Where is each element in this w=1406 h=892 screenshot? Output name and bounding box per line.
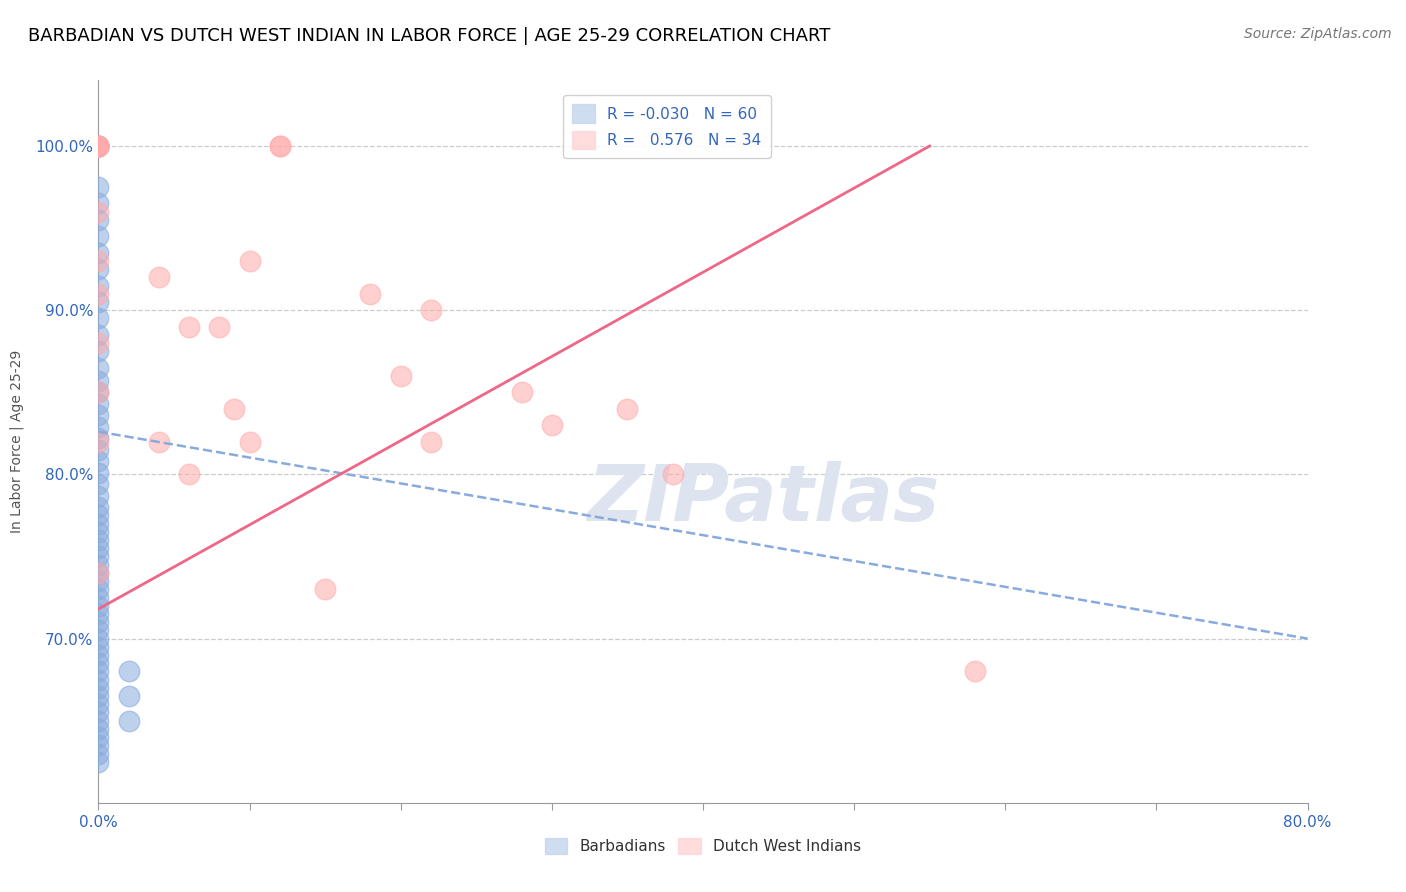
- Point: [87, 434, 110, 449]
- Point: [87, 632, 110, 646]
- Point: [87, 253, 110, 268]
- Point: [965, 665, 987, 679]
- Point: [87, 139, 110, 153]
- Point: [224, 401, 246, 416]
- Point: [87, 516, 110, 531]
- Point: [87, 558, 110, 572]
- Point: [118, 665, 141, 679]
- Point: [389, 368, 412, 383]
- Point: [239, 253, 262, 268]
- Point: [208, 319, 231, 334]
- Point: [87, 755, 110, 769]
- Point: [87, 374, 110, 388]
- Point: [87, 747, 110, 761]
- Point: [87, 722, 110, 736]
- Point: [87, 541, 110, 556]
- Point: [148, 434, 170, 449]
- Point: [87, 533, 110, 547]
- Point: [87, 698, 110, 712]
- Point: [87, 730, 110, 744]
- Point: [87, 344, 110, 359]
- Point: [314, 582, 336, 597]
- Point: [148, 270, 170, 285]
- Point: [118, 689, 141, 703]
- Point: [87, 262, 110, 277]
- Point: [87, 245, 110, 260]
- Point: [661, 467, 683, 482]
- Point: [420, 434, 443, 449]
- Point: [87, 212, 110, 227]
- Text: Source: ZipAtlas.com: Source: ZipAtlas.com: [1244, 27, 1392, 41]
- Point: [87, 139, 110, 153]
- Point: [87, 419, 110, 434]
- Point: [87, 739, 110, 753]
- Point: [87, 500, 110, 515]
- Point: [87, 229, 110, 244]
- Point: [87, 657, 110, 671]
- Point: [87, 454, 110, 468]
- Point: [87, 336, 110, 351]
- Point: [87, 204, 110, 219]
- Point: [87, 286, 110, 301]
- Point: [87, 139, 110, 153]
- Point: [87, 466, 110, 480]
- Point: [420, 303, 443, 318]
- Point: [87, 360, 110, 375]
- Point: [87, 624, 110, 638]
- Point: [87, 689, 110, 703]
- Point: [87, 397, 110, 411]
- Point: [87, 196, 110, 211]
- Point: [179, 467, 201, 482]
- Point: [87, 180, 110, 194]
- Point: [87, 489, 110, 503]
- Text: ZIPatlas: ZIPatlas: [588, 461, 939, 537]
- Point: [540, 418, 562, 433]
- Point: [360, 286, 382, 301]
- Point: [87, 385, 110, 400]
- Point: [510, 385, 533, 400]
- Point: [87, 607, 110, 621]
- Point: [87, 549, 110, 564]
- Point: [87, 508, 110, 523]
- Point: [87, 640, 110, 654]
- Point: [87, 139, 110, 153]
- Point: [269, 139, 291, 153]
- Point: [179, 319, 201, 334]
- Point: [87, 566, 110, 580]
- Point: [87, 566, 110, 580]
- Point: [87, 311, 110, 326]
- Point: [87, 477, 110, 491]
- Point: [87, 139, 110, 153]
- Point: [87, 582, 110, 597]
- Point: [239, 434, 262, 449]
- Point: [87, 327, 110, 342]
- Point: [87, 615, 110, 630]
- Point: [87, 295, 110, 310]
- Point: [87, 442, 110, 457]
- Point: [87, 139, 110, 153]
- Point: [87, 714, 110, 728]
- Point: [87, 385, 110, 400]
- Point: [87, 139, 110, 153]
- Point: [87, 524, 110, 539]
- Y-axis label: In Labor Force | Age 25-29: In Labor Force | Age 25-29: [10, 350, 24, 533]
- Point: [87, 409, 110, 423]
- Point: [87, 591, 110, 605]
- Point: [87, 431, 110, 445]
- Text: BARBADIAN VS DUTCH WEST INDIAN IN LABOR FORCE | AGE 25-29 CORRELATION CHART: BARBADIAN VS DUTCH WEST INDIAN IN LABOR …: [28, 27, 831, 45]
- Point: [269, 139, 291, 153]
- Point: [87, 665, 110, 679]
- Point: [87, 278, 110, 293]
- Point: [87, 139, 110, 153]
- Point: [87, 706, 110, 720]
- Point: [118, 714, 141, 728]
- Point: [87, 574, 110, 588]
- Point: [87, 599, 110, 613]
- Point: [87, 673, 110, 687]
- Point: [616, 401, 638, 416]
- Point: [87, 681, 110, 695]
- Point: [87, 648, 110, 662]
- Point: [87, 139, 110, 153]
- Legend: Barbadians, Dutch West Indians: Barbadians, Dutch West Indians: [538, 832, 868, 860]
